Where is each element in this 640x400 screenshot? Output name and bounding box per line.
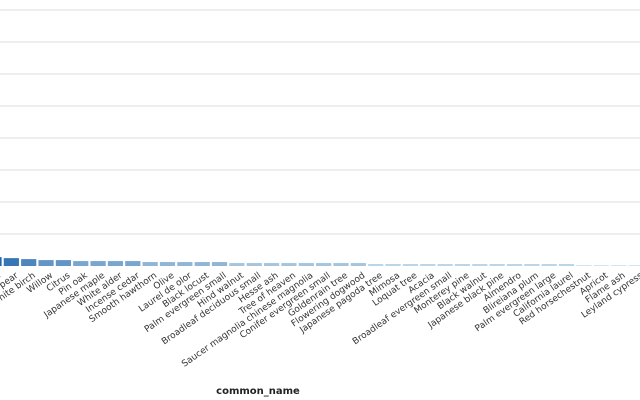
bar xyxy=(611,265,627,266)
bar xyxy=(229,263,245,266)
bar xyxy=(159,262,176,266)
bar xyxy=(333,263,349,266)
bar xyxy=(593,265,609,266)
bar xyxy=(21,259,37,266)
bar xyxy=(211,262,228,266)
bar xyxy=(3,258,19,266)
bar xyxy=(576,265,592,266)
bar xyxy=(316,263,332,266)
bar xyxy=(246,263,262,266)
bar xyxy=(177,262,193,266)
bar xyxy=(628,265,640,266)
bar xyxy=(402,264,418,266)
grid-lines xyxy=(0,9,640,235)
bar xyxy=(38,260,54,266)
bar xyxy=(264,263,280,266)
bar xyxy=(142,262,158,266)
bar xyxy=(281,263,297,266)
bar xyxy=(541,264,557,266)
x-tick-labels: MapleEvergreen pearEuropean white birchW… xyxy=(0,270,640,369)
bar xyxy=(524,264,540,266)
bar xyxy=(437,264,453,266)
bars xyxy=(0,257,640,266)
bar xyxy=(454,264,471,266)
bar xyxy=(73,261,89,266)
bar xyxy=(385,264,401,266)
bar xyxy=(298,263,314,266)
bar xyxy=(506,264,523,266)
bar xyxy=(125,261,141,266)
bar xyxy=(420,264,436,266)
bar xyxy=(107,261,124,266)
bar xyxy=(90,261,106,266)
x-axis-title: common_name xyxy=(216,386,300,397)
bar xyxy=(472,264,488,266)
bar xyxy=(368,264,384,266)
bar xyxy=(194,262,210,266)
bar xyxy=(55,260,71,266)
bar xyxy=(489,264,505,266)
bar xyxy=(350,263,366,266)
bar xyxy=(558,264,575,266)
bar xyxy=(0,257,2,266)
